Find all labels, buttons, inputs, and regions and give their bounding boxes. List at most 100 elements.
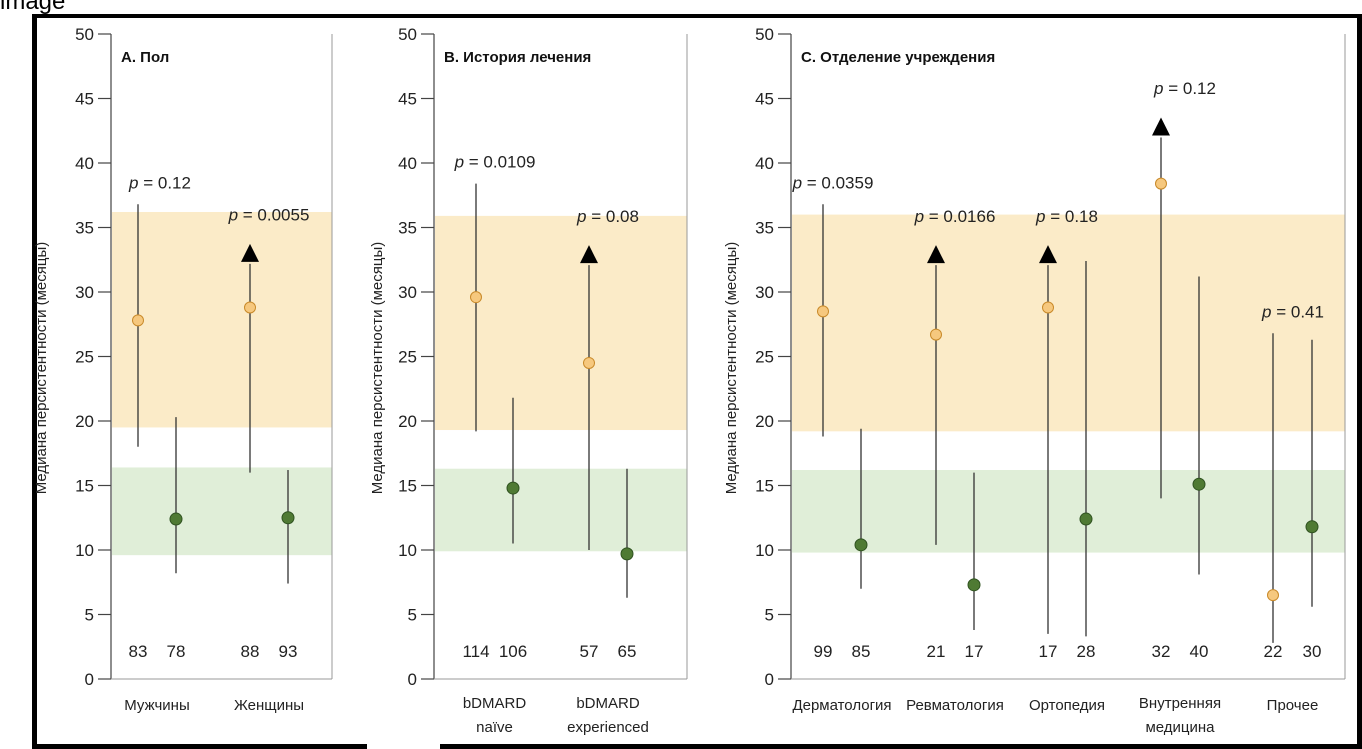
p-value-label: p = 0.0055 xyxy=(228,206,310,225)
green-data-point xyxy=(281,511,295,525)
n-label: 30 xyxy=(1303,642,1322,661)
y-tick-label: 45 xyxy=(75,90,94,109)
green-band xyxy=(792,470,1345,553)
green-data-point xyxy=(1192,477,1206,491)
y-tick-label: 30 xyxy=(398,283,417,302)
n-label: 65 xyxy=(618,642,637,661)
n-label: 99 xyxy=(814,642,833,661)
p-value-label: p = 0.41 xyxy=(1261,302,1324,321)
x-category-label: experienced xyxy=(567,719,649,736)
y-tick-label: 25 xyxy=(398,348,417,367)
p-value-label: p = 0.0166 xyxy=(914,207,996,226)
panel-title: A. Пол xyxy=(121,49,169,66)
y-tick-label: 0 xyxy=(408,670,417,689)
y-axis-label: Медиана персистентности (месяцы) xyxy=(33,242,50,495)
y-tick-label: 45 xyxy=(755,90,774,109)
y-tick-label: 40 xyxy=(755,154,774,173)
orange-data-point xyxy=(244,301,256,314)
x-category-label: bDMARD xyxy=(576,695,640,712)
y-tick-label: 50 xyxy=(398,25,417,44)
n-label: 32 xyxy=(1152,642,1171,661)
green-data-point xyxy=(169,512,183,526)
n-label: 22 xyxy=(1264,642,1283,661)
panel-3: 0 5 10 15 20 25 30 35 40 45 50 Медиана персистентно… xyxy=(723,25,1346,736)
x-category-label: Прочее xyxy=(1267,697,1319,714)
n-label: 106 xyxy=(499,642,527,661)
green-data-point xyxy=(1079,512,1093,526)
p-value-label: p = 0.12 xyxy=(128,173,191,192)
n-label: 21 xyxy=(927,642,946,661)
green-band xyxy=(112,467,332,556)
y-tick-label: 10 xyxy=(755,541,774,560)
orange-band xyxy=(112,212,332,428)
p-value-label: p = 0.12 xyxy=(1153,79,1216,98)
x-category-label: медицина xyxy=(1145,719,1215,736)
y-tick-label: 20 xyxy=(755,412,774,431)
y-tick-label: 40 xyxy=(75,154,94,173)
y-tick-label: 5 xyxy=(765,606,774,625)
orange-data-point xyxy=(1042,301,1054,314)
frame-bar-left xyxy=(32,14,37,749)
panel-title: B. История лечения xyxy=(444,49,591,66)
y-tick-label: 10 xyxy=(75,541,94,560)
orange-data-point xyxy=(1267,589,1279,602)
x-category-label: Ревматология xyxy=(906,697,1004,714)
y-tick-label: 15 xyxy=(755,477,774,496)
x-category-label: naïve xyxy=(476,719,513,736)
orange-data-point xyxy=(470,291,482,304)
x-category-label: Внутренняя xyxy=(1139,695,1221,712)
y-axis-label: Медиана персистентности (месяцы) xyxy=(369,242,386,495)
y-tick-label: 30 xyxy=(755,283,774,302)
panel-1: 0 5 10 15 20 25 30 35 40 45 50 Медиана персистентно… xyxy=(33,25,333,714)
y-tick-label: 5 xyxy=(408,606,417,625)
y-tick-label: 10 xyxy=(398,541,417,560)
y-tick-label: 15 xyxy=(398,477,417,496)
range-arrow xyxy=(927,245,945,264)
green-data-point xyxy=(967,578,981,592)
green-data-point xyxy=(506,481,520,495)
panel-2: 0 5 10 15 20 25 30 35 40 45 50 Медиана персистентно… xyxy=(369,25,688,736)
orange-band xyxy=(792,214,1345,432)
y-tick-label: 25 xyxy=(75,348,94,367)
range-arrow xyxy=(580,245,598,264)
orange-data-point xyxy=(817,305,829,318)
y-tick-label: 35 xyxy=(75,219,94,238)
range-arrow xyxy=(1039,245,1057,264)
y-axis-label: Медиана персистентности (месяцы) xyxy=(723,242,740,495)
orange-data-point xyxy=(1155,177,1167,190)
y-tick-label: 20 xyxy=(75,412,94,431)
orange-data-point xyxy=(583,356,595,369)
y-tick-label: 30 xyxy=(75,283,94,302)
n-label: 78 xyxy=(167,642,186,661)
panel-title: C. Отделение учреждения xyxy=(801,49,995,66)
range-arrow xyxy=(1152,117,1170,136)
n-label: 28 xyxy=(1077,642,1096,661)
y-tick-label: 50 xyxy=(75,25,94,44)
frame-bar-top xyxy=(32,14,1362,18)
y-tick-label: 35 xyxy=(755,219,774,238)
green-data-point xyxy=(1305,520,1319,534)
n-label: 93 xyxy=(279,642,298,661)
x-category-label: Женщины xyxy=(234,697,304,714)
p-value-label: p = 0.08 xyxy=(576,207,639,226)
y-tick-label: 35 xyxy=(398,219,417,238)
frame-bar-right xyxy=(1357,14,1362,749)
p-value-label: p = 0.0109 xyxy=(454,153,536,172)
orange-data-point xyxy=(930,328,942,341)
range-arrow xyxy=(241,243,259,262)
n-label: 83 xyxy=(129,642,148,661)
p-value-label: p = 0.18 xyxy=(1035,207,1098,226)
green-band xyxy=(435,468,687,552)
y-tick-label: 0 xyxy=(85,670,94,689)
n-label: 57 xyxy=(580,642,599,661)
orange-band xyxy=(435,215,687,431)
x-category-label: bDMARD xyxy=(463,695,527,712)
x-category-label: Дерматология xyxy=(792,697,891,714)
n-label: 17 xyxy=(965,642,984,661)
y-tick-label: 15 xyxy=(75,477,94,496)
image-caption: image xyxy=(0,0,66,15)
y-tick-label: 25 xyxy=(755,348,774,367)
n-label: 85 xyxy=(852,642,871,661)
frame-bar-bottom-a xyxy=(32,744,367,749)
